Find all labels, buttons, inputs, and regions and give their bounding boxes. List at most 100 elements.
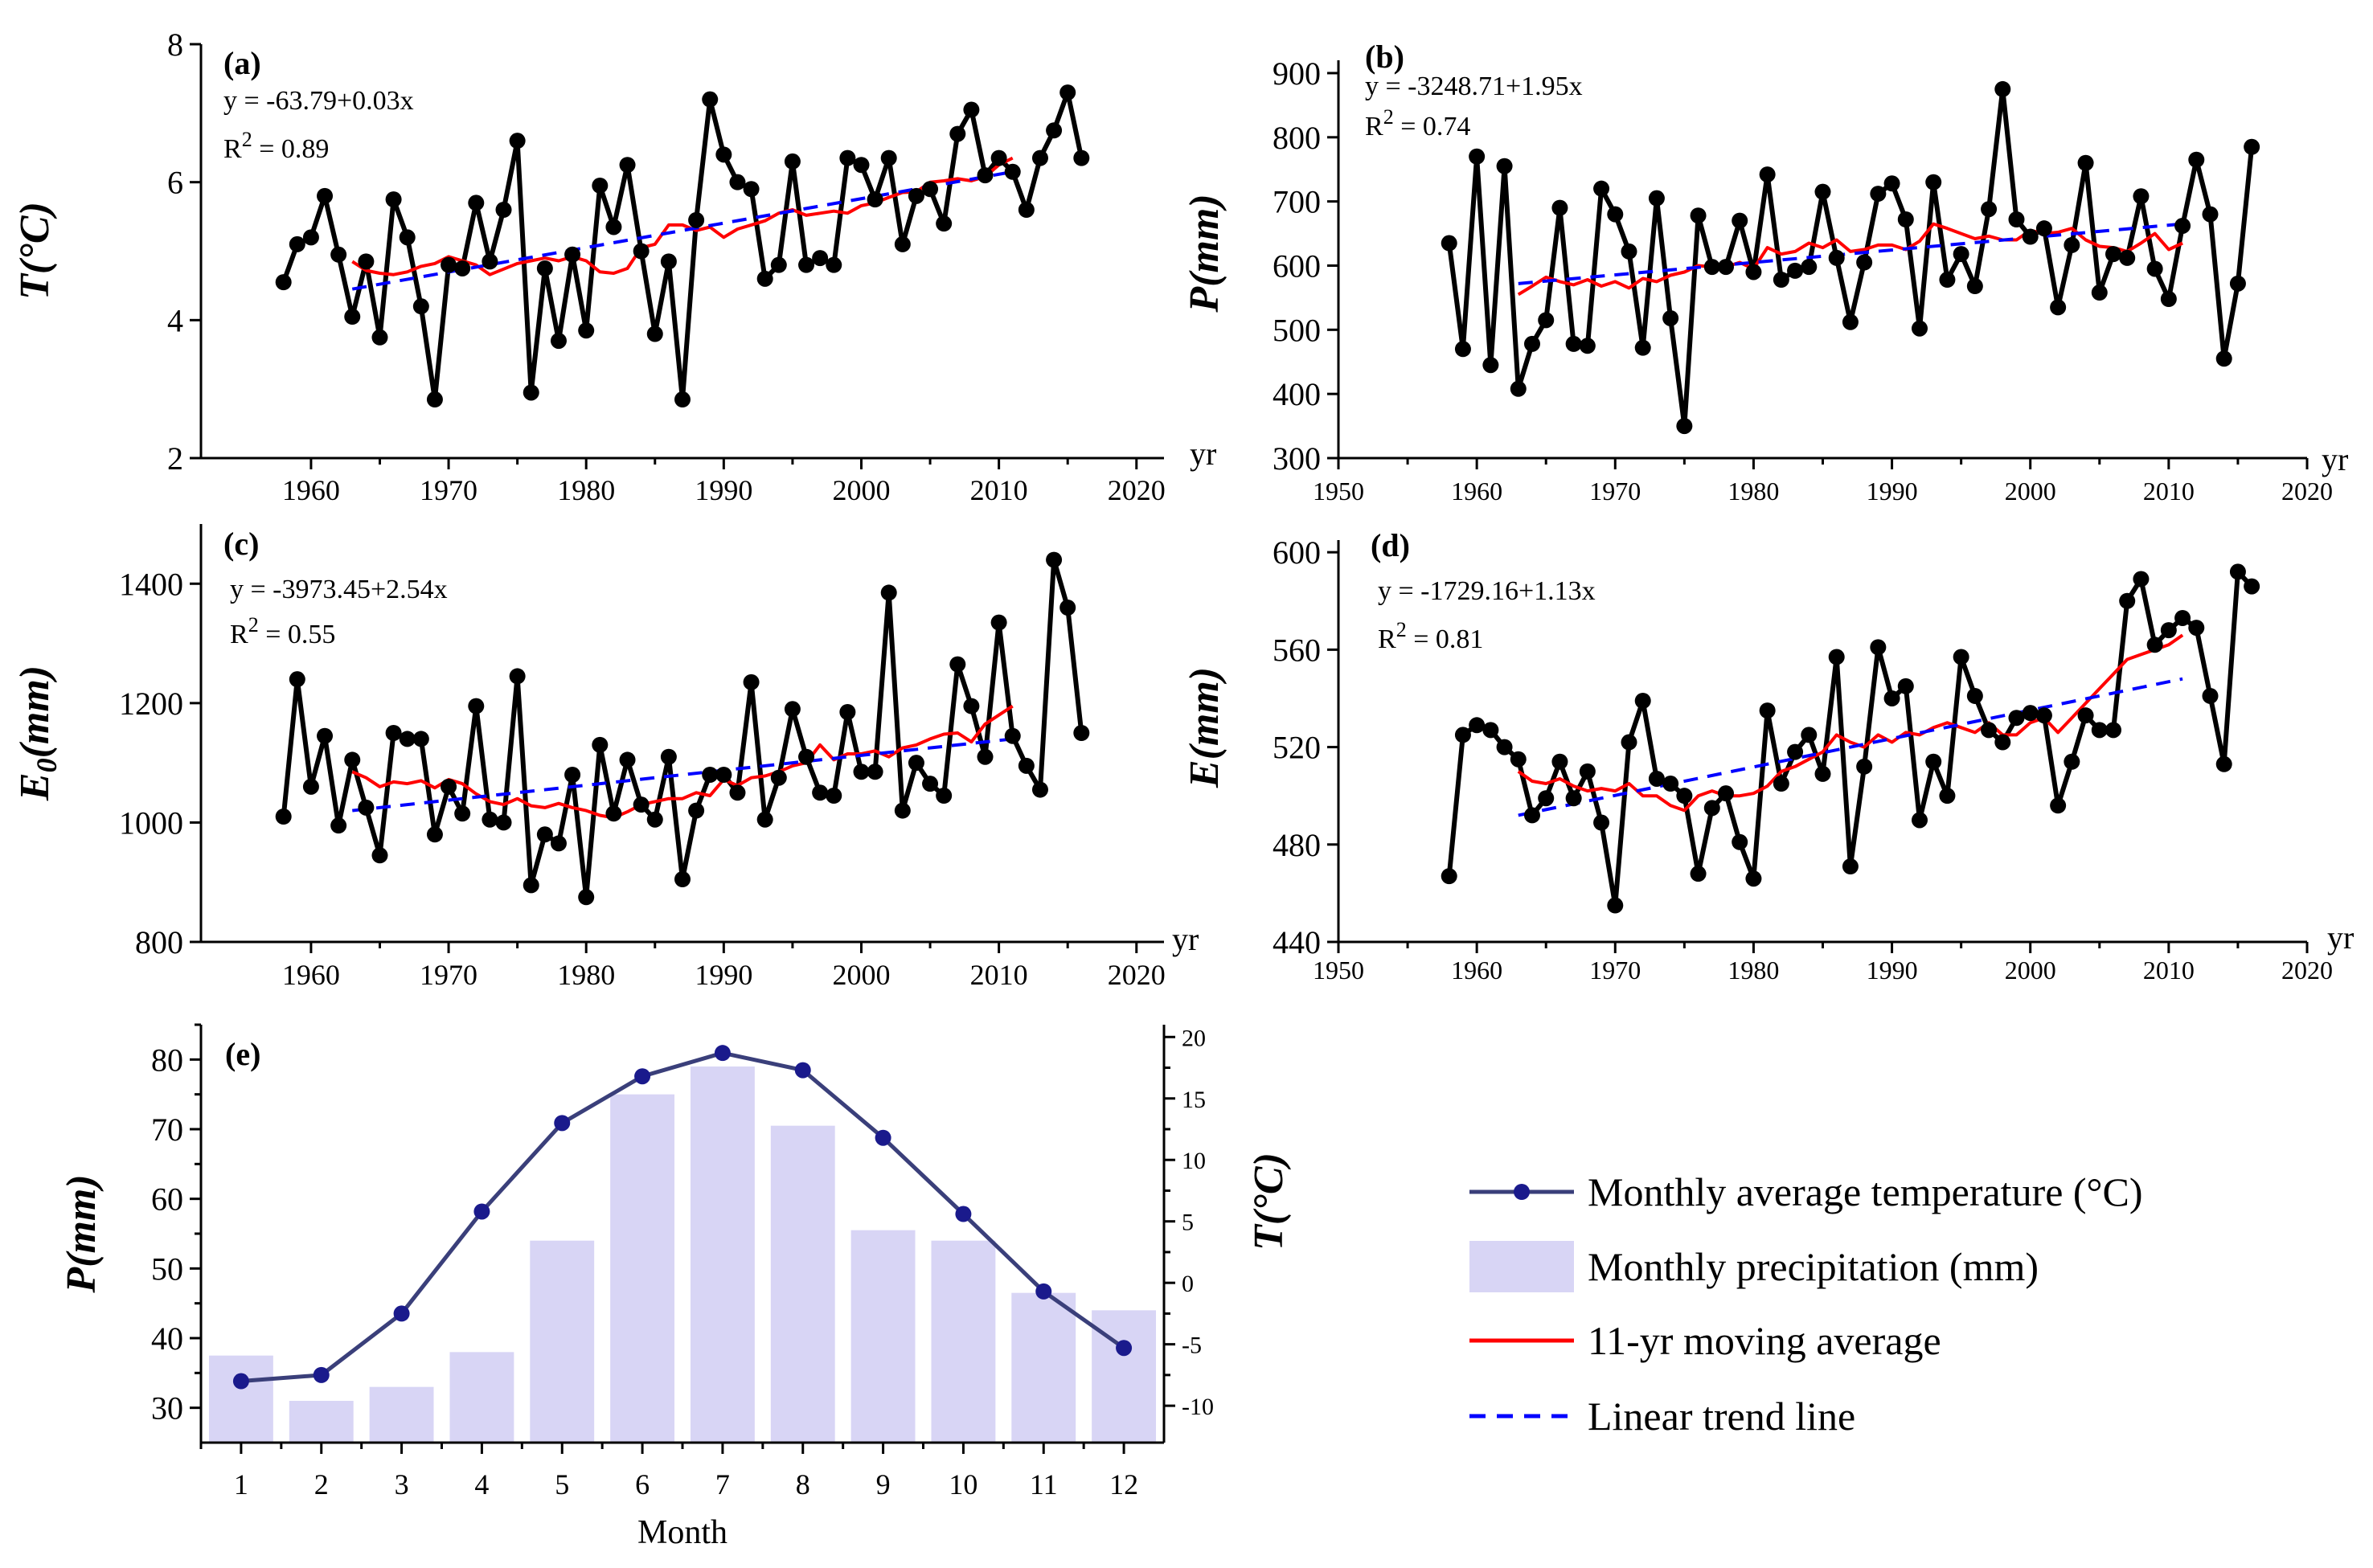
x-tick-label: 2010 (970, 474, 1028, 506)
data-point (743, 181, 760, 198)
data-point (317, 727, 334, 744)
x-tick-label: 1980 (1727, 956, 1779, 985)
data-point (674, 391, 691, 408)
data-point (2022, 705, 2039, 722)
x-tick-label: 2000 (2005, 477, 2056, 506)
data-point (1828, 649, 1845, 665)
data-point (963, 101, 980, 118)
legend-label: Monthly precipitation (mm) (1588, 1244, 2039, 1289)
r-squared-value: = 0.89 (252, 134, 330, 164)
data-point (523, 877, 539, 894)
data-point (908, 187, 924, 204)
left-y-tick-label: 50 (151, 1251, 183, 1287)
data-point (2160, 622, 2177, 639)
data-point (977, 167, 994, 184)
x-tick-label: 1960 (1451, 477, 1502, 506)
data-point (619, 157, 636, 174)
data-point (812, 784, 829, 801)
data-point (1897, 211, 1914, 227)
data-point (2077, 707, 2094, 724)
data-point (633, 796, 650, 813)
data-point (2119, 592, 2136, 609)
linear-trend-line (352, 737, 1013, 813)
r-squared-value: = 0.55 (259, 620, 336, 649)
precip-bar (610, 1094, 675, 1443)
data-point (1732, 212, 1748, 229)
x-tick-label: 2 (314, 1468, 329, 1500)
data-point (1787, 262, 1804, 279)
y-tick-label: 2 (167, 440, 183, 477)
data-point (2229, 563, 2246, 580)
left-y-tick-label: 80 (151, 1042, 183, 1078)
data-point (454, 260, 471, 276)
precip-bar (208, 1355, 273, 1443)
x-tick-label: 2020 (2281, 477, 2333, 506)
panel-b: 1950 1960 1970 1980 1990 2000 2010 2020 300 400 50… (1182, 39, 2348, 506)
data-point (1031, 149, 1048, 166)
regression-equation: y = -3973.45+2.54x (230, 575, 448, 604)
data-point (1073, 149, 1090, 166)
x-tick-label: 1980 (1727, 477, 1779, 506)
data-point (784, 153, 801, 170)
data-point (468, 698, 485, 714)
data-point (2202, 687, 2219, 704)
y-title-sub: 0 (31, 758, 63, 772)
data-point (1953, 649, 1969, 665)
temperature-point (714, 1045, 731, 1062)
data-point (1897, 678, 1914, 694)
data-point (371, 329, 388, 346)
data-point (578, 889, 595, 906)
data-point (633, 243, 650, 260)
data-point (1538, 790, 1555, 807)
data-point (2133, 188, 2150, 205)
legend: Monthly average temperature (°C) Monthly … (1469, 1169, 2143, 1439)
r-squared-exponent: 2 (1383, 105, 1394, 129)
data-point (839, 704, 856, 720)
data-point (399, 229, 416, 246)
data-point (412, 731, 429, 747)
y-axis-title: E0(mm) (12, 665, 63, 801)
data-point (674, 871, 691, 887)
data-point (399, 731, 416, 747)
data-point (990, 149, 1007, 166)
x-tick-label: 1950 (1313, 956, 1364, 985)
data-point (1745, 870, 1762, 887)
data-point (358, 253, 375, 270)
data-point (2091, 285, 2108, 301)
x-tick-label: 1960 (1451, 956, 1502, 985)
r-squared-exponent: 2 (1396, 618, 1407, 641)
data-point (536, 260, 553, 276)
data-point (936, 788, 953, 804)
data-point (2064, 753, 2080, 770)
data-point (812, 250, 829, 267)
data-point (936, 215, 953, 232)
y-tick-label: 4 (167, 302, 183, 338)
data-point (1814, 765, 1831, 782)
data-point (1551, 199, 1568, 216)
data-point (1634, 693, 1651, 709)
data-point (2174, 609, 2191, 626)
right-y-tick-label: 10 (1182, 1148, 1206, 1174)
data-point (619, 751, 636, 768)
data-point (1787, 743, 1804, 760)
y-title-main: E (12, 772, 58, 801)
legend-swatch-precipitation (1469, 1241, 1574, 1292)
y-tick-label: 1000 (119, 804, 183, 841)
precip-bar (1011, 1292, 1076, 1443)
linear-trend-line (1518, 677, 2183, 817)
temperature-line (240, 1050, 1125, 1383)
data-point (1676, 788, 1693, 804)
x-tick-label: 3 (395, 1468, 409, 1500)
data-point (702, 91, 719, 108)
x-tick-label: 4 (474, 1468, 489, 1500)
panel-c: 1960 1970 1980 1990 2000 2010 2020 800 1000 1200 1… (12, 524, 1199, 991)
data-point (2035, 707, 2052, 724)
precip-bar (449, 1352, 514, 1443)
data-point (646, 325, 663, 342)
x-tick-label: 1990 (695, 474, 752, 506)
data-point (826, 788, 842, 804)
data-point (454, 805, 471, 822)
data-point (1579, 338, 1596, 354)
temperature-point (473, 1203, 490, 1220)
data-point (1925, 174, 1942, 190)
